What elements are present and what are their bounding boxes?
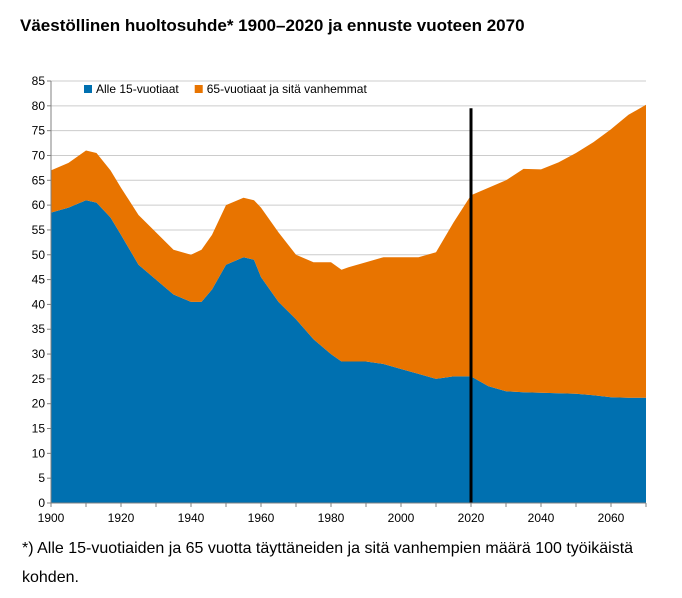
x-tick-label: 1980 [318, 511, 345, 525]
y-tick-label: 40 [32, 297, 46, 311]
legend-swatch-over65 [194, 85, 203, 93]
y-tick-label: 35 [32, 322, 46, 336]
y-tick-label: 20 [32, 397, 46, 411]
stacked-area-chart: 0 5 10 15 20 25 30 35 40 45 50 55 60 65 70 75 80 85 1900 19… [32, 74, 647, 525]
y-tick-label: 60 [32, 198, 46, 212]
y-tick-label: 45 [32, 273, 46, 287]
chart-title: Väestöllinen huoltosuhde* 1900–2020 ja e… [20, 16, 525, 35]
x-tick-label: 2000 [388, 511, 415, 525]
y-tick-label: 0 [38, 496, 45, 510]
y-tick-label: 50 [32, 248, 46, 262]
y-tick-label: 70 [32, 148, 46, 162]
y-tick-label: 55 [32, 223, 46, 237]
y-tick-label: 25 [32, 372, 46, 386]
x-tick-label: 1920 [108, 511, 135, 525]
y-tick-label: 10 [32, 446, 46, 460]
x-tick-label: 1900 [38, 511, 65, 525]
x-tick-label: 2040 [528, 511, 555, 525]
y-tick-label: 85 [32, 74, 46, 88]
area-under15 [51, 200, 646, 503]
footnote: *) Alle 15-vuotiaiden ja 65 vuotta täytt… [22, 540, 634, 586]
x-tick-label: 2020 [458, 511, 485, 525]
y-tick-label: 80 [32, 99, 46, 113]
x-tick-label: 2060 [598, 511, 625, 525]
x-tick-label: 1960 [248, 511, 275, 525]
area-over65 [51, 104, 646, 398]
y-tick-label: 15 [32, 422, 46, 436]
x-tick-label: 1940 [178, 511, 205, 525]
area-series [51, 104, 646, 503]
y-tick-label: 30 [32, 347, 46, 361]
y-tick-label: 75 [32, 124, 46, 138]
y-tick-label: 65 [32, 173, 46, 187]
legend-label-under15: Alle 15-vuotiaat [96, 82, 179, 96]
legend-label-over65: 65-vuotiaat ja sitä vanhemmat [207, 82, 368, 96]
axes: 0 5 10 15 20 25 30 35 40 45 50 55 60 65 70 75 80 85 1900 19… [32, 74, 647, 525]
y-tick-label: 5 [38, 471, 45, 485]
legend: Alle 15-vuotiaat 65-vuotiaat ja sitä vanh… [84, 82, 367, 96]
legend-swatch-under15 [84, 85, 92, 93]
